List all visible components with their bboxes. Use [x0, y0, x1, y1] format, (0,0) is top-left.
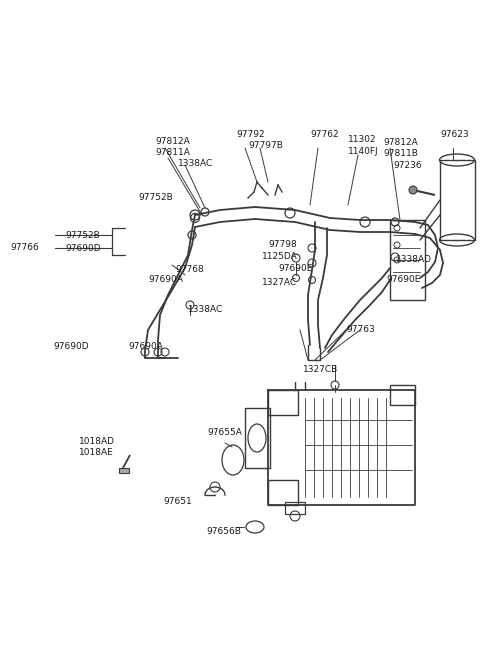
Bar [119, 468, 129, 473]
Circle shape [409, 186, 417, 194]
Text: 97236: 97236 [393, 161, 421, 170]
Text: 97811B: 97811B [383, 149, 418, 158]
Text: 97768: 97768 [175, 265, 204, 274]
Text: 97763: 97763 [346, 325, 375, 334]
Text: 11302: 11302 [348, 135, 377, 144]
Text: 97656B: 97656B [206, 527, 241, 536]
Text: 97690E: 97690E [278, 264, 312, 273]
Text: 97797B: 97797B [248, 141, 283, 150]
Text: 1338AC: 1338AC [178, 159, 213, 168]
Text: 97690A: 97690A [128, 342, 163, 351]
Text: 97812A: 97812A [155, 137, 190, 146]
Bar [245, 408, 270, 468]
Text: 97752B: 97752B [65, 231, 100, 240]
Text: 97766: 97766 [10, 243, 39, 252]
Text: 97690D: 97690D [65, 244, 101, 253]
Bar [390, 385, 415, 405]
Text: 97762: 97762 [310, 130, 338, 139]
Text: 97690E: 97690E [386, 275, 420, 284]
Text: 97623: 97623 [440, 130, 468, 139]
Text: 1338AC: 1338AC [188, 305, 223, 314]
Text: 1018AD: 1018AD [79, 437, 115, 446]
Text: 1327AC: 1327AC [262, 278, 297, 287]
Text: 97651: 97651 [163, 497, 192, 506]
Text: 97690D: 97690D [53, 342, 89, 351]
Bar [285, 502, 305, 514]
Text: 1338AD: 1338AD [396, 255, 432, 264]
Bar [440, 160, 475, 240]
Text: 97792: 97792 [236, 130, 264, 139]
Text: 97690A: 97690A [148, 275, 183, 284]
Text: 1140FJ: 1140FJ [348, 147, 379, 156]
Text: 97752B: 97752B [138, 193, 173, 202]
Text: 97811A: 97811A [155, 148, 190, 157]
Text: 97655A: 97655A [207, 428, 242, 437]
Bar [390, 220, 425, 300]
Text: 97812A: 97812A [383, 138, 418, 147]
Bar [268, 390, 298, 415]
Text: 1018AE: 1018AE [79, 448, 114, 457]
Bar [268, 480, 298, 505]
Text: 1327CB: 1327CB [303, 365, 338, 374]
Text: 97798: 97798 [268, 240, 297, 249]
Text: 1125DA: 1125DA [262, 252, 298, 261]
